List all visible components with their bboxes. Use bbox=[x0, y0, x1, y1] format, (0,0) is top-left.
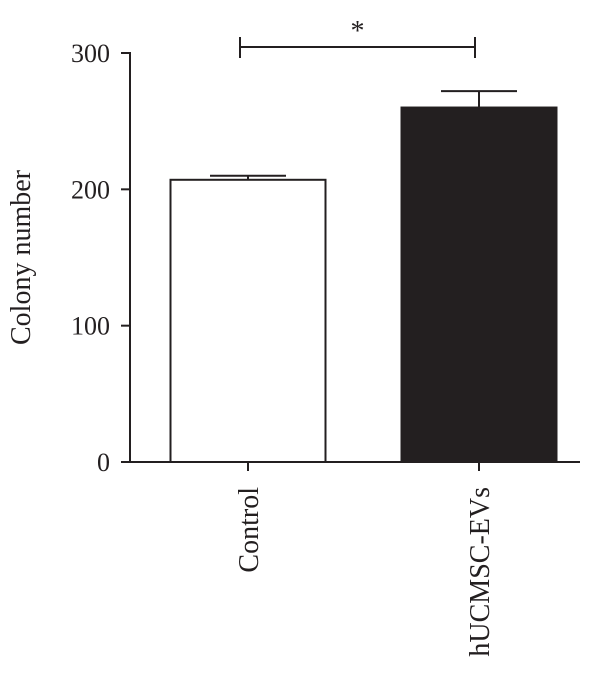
y-tick-label: 300 bbox=[71, 39, 110, 68]
significance-star: * bbox=[351, 16, 365, 47]
bar-control bbox=[169, 178, 327, 463]
y-tick-label: 100 bbox=[71, 312, 110, 341]
x-tick-label: hUCMSC-EVs bbox=[465, 487, 496, 657]
labels: 0 100 200 300 Colony number Control hUCMSC-EVs bbox=[6, 39, 496, 657]
significance-bracket: * bbox=[239, 16, 476, 58]
bar-hucmsc-evs bbox=[400, 106, 558, 464]
error-bars bbox=[210, 90, 517, 180]
y-tick-label: 0 bbox=[97, 448, 110, 477]
x-tick-label: Control bbox=[234, 487, 265, 573]
bars bbox=[169, 106, 558, 464]
y-tick-label: 200 bbox=[71, 175, 110, 204]
y-axis-title: Colony number bbox=[6, 169, 37, 345]
